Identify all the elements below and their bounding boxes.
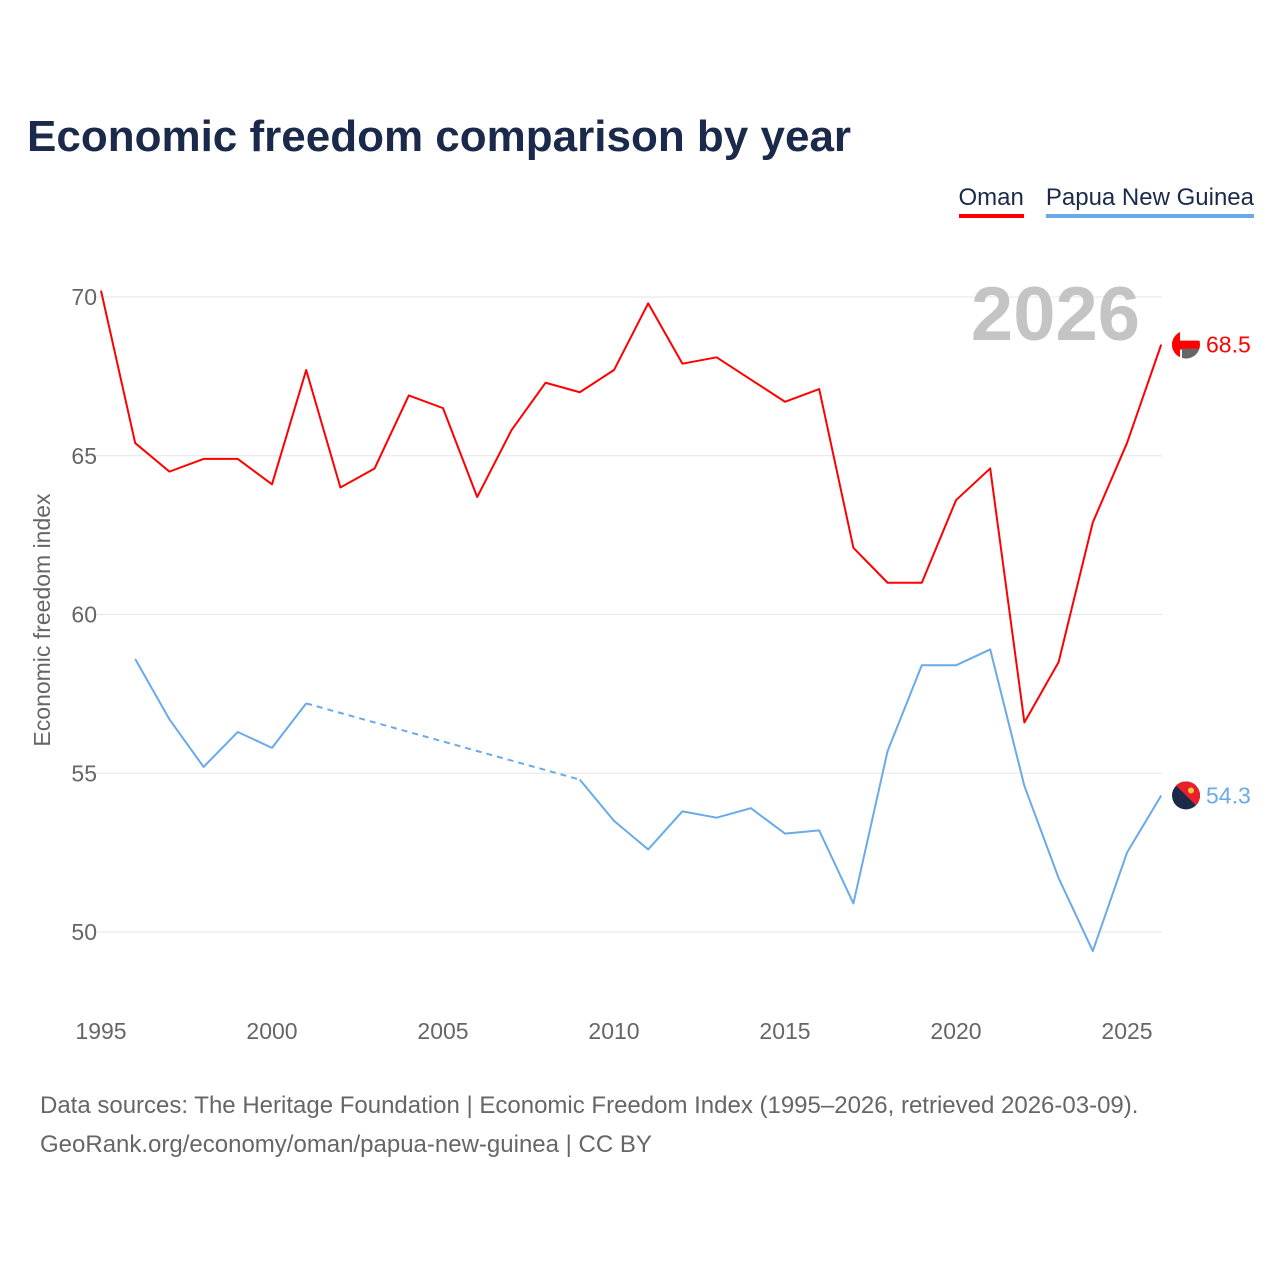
- end-value-label-0: 68.5: [1206, 332, 1251, 358]
- x-tick-label: 2025: [1101, 1018, 1152, 1044]
- oman-flag-icon: [1172, 330, 1200, 359]
- flag-bird: [1188, 787, 1194, 794]
- x-tick-label: 2015: [759, 1018, 810, 1044]
- y-axis-label: Economic freedom index: [29, 493, 55, 747]
- x-tick-label: 2010: [588, 1018, 639, 1044]
- flag-dark: [1182, 348, 1200, 359]
- y-tick-label: 70: [71, 284, 97, 310]
- x-tick-label: 2000: [246, 1018, 297, 1044]
- flag-body: [1172, 781, 1200, 810]
- attribution-text[interactable]: GeoRank.org/economy/oman/papua-new-guine…: [40, 1131, 652, 1158]
- chart-title: Economic freedom comparison by year: [27, 112, 852, 161]
- end-value-label-1: 54.3: [1206, 782, 1251, 808]
- flag-hoist: [1172, 330, 1180, 359]
- footer: Data sources: The Heritage Foundation | …: [40, 1086, 1138, 1164]
- legend-item-papua-new-guinea[interactable]: Papua New Guinea: [1045, 184, 1254, 218]
- legend: Oman Papua New Guinea: [958, 184, 1254, 218]
- series-line-0: [100, 290, 1163, 724]
- x-tick-label: 2005: [417, 1018, 468, 1044]
- year-watermark: 2026: [971, 272, 1140, 357]
- source-text: Data sources: The Heritage Foundation | …: [40, 1092, 1139, 1119]
- y-tick-label: 60: [71, 602, 97, 628]
- y-tick-label: 65: [71, 443, 97, 469]
- y-tick-label: 50: [71, 919, 97, 945]
- x-tick-label: 1995: [75, 1018, 126, 1044]
- flag-red: [1172, 340, 1200, 350]
- y-tick-label: 55: [71, 760, 97, 786]
- x-tick-label: 2020: [930, 1018, 981, 1044]
- legend-item-oman[interactable]: Oman: [958, 184, 1024, 218]
- series-line-1: [134, 648, 1163, 953]
- papua-new-guinea-flag-icon: [1172, 781, 1200, 810]
- series-gap-dashed-1: [305, 702, 581, 781]
- flag-body: [1172, 330, 1200, 359]
